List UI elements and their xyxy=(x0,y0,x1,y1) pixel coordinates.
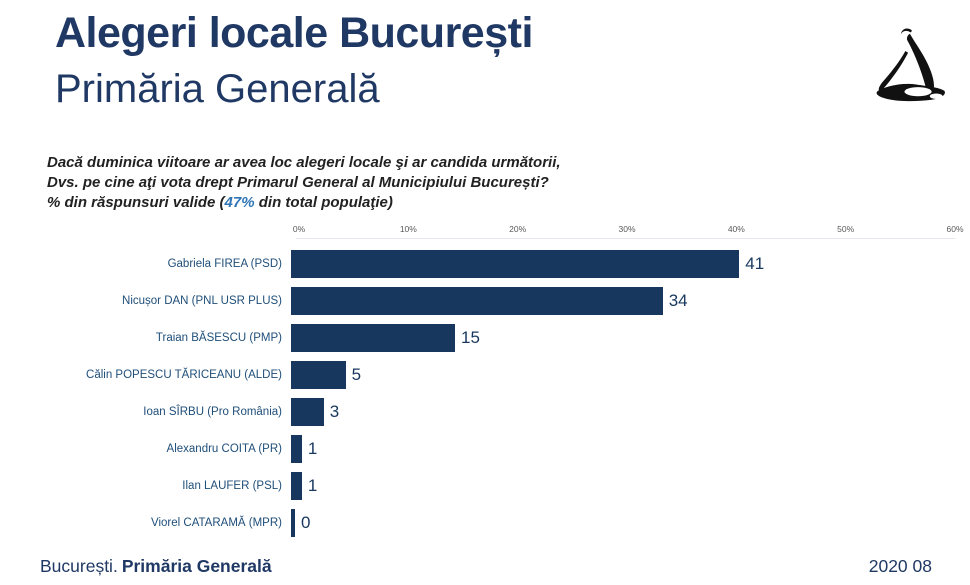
value-label: 34 xyxy=(668,290,688,310)
value-label: 1 xyxy=(307,475,318,495)
page-title: Alegeri locale București xyxy=(55,9,533,57)
bar-track: 0 xyxy=(291,508,970,537)
survey-question: Dacă duminica viitoare ar avea loc alege… xyxy=(47,153,561,213)
value-label: 15 xyxy=(461,327,480,347)
footer-report-name: Primăria Generală xyxy=(121,556,272,576)
bar xyxy=(291,286,663,315)
bar xyxy=(291,360,346,389)
axis-tick: 40% xyxy=(727,224,745,234)
category-label: Gabriela FIREA (PSD) xyxy=(167,257,282,270)
bar-track: 1 xyxy=(291,471,970,500)
bar-track: 41 xyxy=(291,249,970,278)
bar xyxy=(291,508,295,537)
chart-row: Ilan LAUFER (PSL) 1 xyxy=(0,467,970,504)
bar-chart: 0% 10% 20% 30% 40% 50% 60% Gabriela FIREA (PSD… xyxy=(0,224,970,541)
population-share-value: 47% xyxy=(224,194,255,211)
ink-sketch-figure-logo-icon xyxy=(862,22,956,108)
chart-row: Viorel CATARAMĂ (MPR) 0 xyxy=(0,504,970,541)
value-label: 41 xyxy=(745,253,765,273)
valid-responses-note: % din răspunsuri valide (47% din total p… xyxy=(47,193,561,213)
category-label: Ioan SÎRBU (Pro România) xyxy=(143,405,282,418)
bar-track: 3 xyxy=(291,397,970,426)
chart-row: Călin POPESCU TĂRICEANU (ALDE) 5 xyxy=(0,356,970,393)
value-label: 5 xyxy=(351,364,362,384)
bar xyxy=(291,249,740,278)
chart-row: Alexandru COITA (PR) 1 xyxy=(0,430,970,467)
note-prefix: % din răspunsuri valide ( xyxy=(47,194,225,211)
category-label: Ilan LAUFER (PSL) xyxy=(182,479,282,492)
note-suffix: din total populaţie) xyxy=(254,194,393,211)
axis-tick: 20% xyxy=(509,224,527,234)
axis-tick: 0% xyxy=(292,224,306,234)
footer-location: București. Primăria Generală xyxy=(40,556,272,577)
chart-row: Traian BĂSESCU (PMP) 15 xyxy=(0,319,970,356)
value-label: 1 xyxy=(307,438,318,458)
chart-row: Nicușor DAN (PNL USR PLUS) 34 xyxy=(0,282,970,319)
header: Alegeri locale București Primăria Genera… xyxy=(55,6,533,112)
bar xyxy=(291,471,302,500)
axis-tick: 10% xyxy=(399,224,417,234)
footer-date: 2020 08 xyxy=(868,556,932,576)
bar-track: 1 xyxy=(291,434,970,463)
chart-rows: Gabriela FIREA (PSD) 41 Nicușor DAN (PNL U… xyxy=(0,239,970,541)
bar xyxy=(291,397,324,426)
bar-track: 15 xyxy=(291,323,970,352)
axis-tick: 50% xyxy=(837,224,855,234)
axis-tick: 30% xyxy=(618,224,636,234)
question-line-1: Dacă duminica viitoare ar avea loc alege… xyxy=(47,154,561,171)
bar xyxy=(291,434,302,463)
value-label: 0 xyxy=(301,512,311,532)
question-line-2: Dvs. pe cine aţi vota drept Primarul Gen… xyxy=(47,174,549,191)
axis-tick: 60% xyxy=(946,224,964,234)
page-subtitle: Primăria Generală xyxy=(55,67,380,111)
chart-row: Ioan SÎRBU (Pro România) 3 xyxy=(0,393,970,430)
footer-city: București. xyxy=(40,556,118,576)
category-label: Călin POPESCU TĂRICEANU (ALDE) xyxy=(86,368,282,381)
plot-top-border xyxy=(296,238,955,239)
category-label: Traian BĂSESCU (PMP) xyxy=(155,331,282,344)
chart-row: Gabriela FIREA (PSD) 41 xyxy=(0,245,970,282)
category-label: Alexandru COITA (PR) xyxy=(166,442,282,455)
bar-track: 5 xyxy=(291,360,970,389)
bar-track: 34 xyxy=(291,286,970,315)
bar xyxy=(291,323,455,352)
value-label: 3 xyxy=(329,401,340,421)
category-label: Nicușor DAN (PNL USR PLUS) xyxy=(122,294,282,307)
category-label: Viorel CATARAMĂ (MPR) xyxy=(151,516,282,529)
x-axis: 0% 10% 20% 30% 40% 50% 60% xyxy=(293,224,964,238)
